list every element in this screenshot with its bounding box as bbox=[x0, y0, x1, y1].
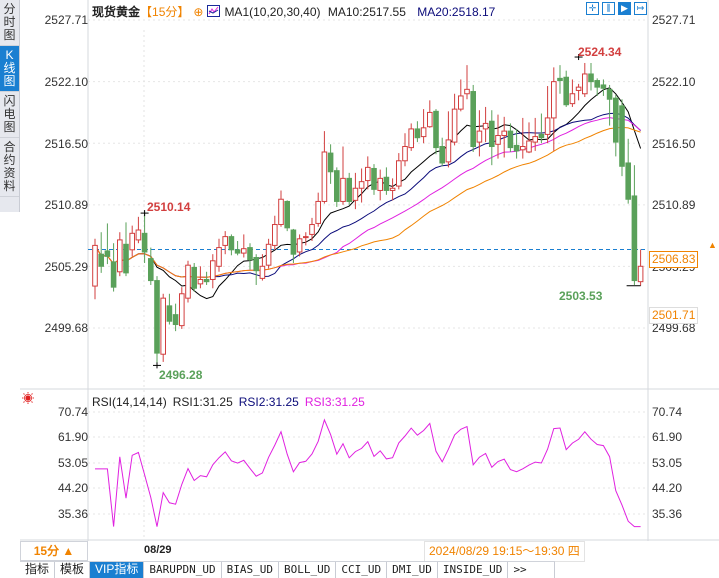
ma20-value: MA20:2518.17 bbox=[417, 5, 496, 19]
tab-contract-info[interactable]: 合约资料 bbox=[0, 138, 19, 197]
tab-barupdn[interactable]: BARUPDN_UD bbox=[144, 562, 222, 578]
price-tick: 2527.71 bbox=[44, 13, 88, 27]
ma10-value: MA10:2517.55 bbox=[327, 5, 406, 19]
rsi-tick: 35.36 bbox=[652, 507, 683, 521]
rsi-tick: 44.20 bbox=[652, 481, 683, 495]
price-tick: 2516.50 bbox=[44, 137, 88, 151]
low-label-left: 2496.28 bbox=[159, 368, 203, 382]
tab-flash[interactable]: 闪电图 bbox=[0, 92, 19, 138]
price-tick: 2505.29 bbox=[44, 260, 88, 274]
high-label-left: 2510.14 bbox=[147, 200, 191, 214]
ma-chart-icon[interactable] bbox=[207, 5, 221, 17]
rsi-tick: 61.90 bbox=[652, 430, 683, 444]
price-tick: 2516.50 bbox=[652, 137, 696, 151]
rsi-tick: 53.05 bbox=[652, 456, 683, 470]
chart-header: 现货黄金【15分】 ⊕ MA1(10,20,30,40) MA10:2517.55 … bbox=[92, 3, 499, 20]
indicator-tabs: 指标 模板 VIP指标 BARUPDN_UD BIAS_UD BOLL_UD C… bbox=[20, 561, 556, 578]
rsi-header: RSI(14,14,14) RSI1:31.25 RSI2:31.25 RSI3:31… bbox=[92, 395, 371, 409]
crosshair-icon[interactable]: ✛ bbox=[586, 2, 599, 15]
tab-cci[interactable]: CCI_UD bbox=[336, 562, 388, 578]
price-tick: 2522.10 bbox=[652, 75, 696, 89]
price-tick: 2522.10 bbox=[44, 75, 88, 89]
secondary-price-tag: 2501.71 bbox=[649, 307, 699, 324]
add-indicator-icon[interactable]: ⊕ bbox=[193, 5, 204, 19]
rsi-tick: 53.05 bbox=[57, 456, 88, 470]
rsi-tick: 70.74 bbox=[57, 405, 88, 419]
exit-icon[interactable]: ↦ bbox=[634, 2, 647, 15]
ma-params: MA1(10,20,30,40) bbox=[224, 5, 321, 19]
rsi-settings-icon[interactable] bbox=[22, 392, 34, 404]
price-tick: 2527.71 bbox=[652, 13, 696, 27]
tab-boll[interactable]: BOLL_UD bbox=[279, 562, 337, 578]
period-selector[interactable]: 15分 ▲ bbox=[20, 541, 88, 561]
tab-vip-indicators[interactable]: VIP指标 bbox=[90, 562, 145, 578]
price-alert-icon[interactable]: ▲ bbox=[708, 240, 717, 250]
rsi-tick: 61.90 bbox=[57, 430, 88, 444]
tab-indicators[interactable]: 指标 bbox=[20, 562, 56, 578]
rsi-tick: 44.20 bbox=[57, 481, 88, 495]
tab-dmi[interactable]: DMI_UD bbox=[387, 562, 438, 578]
more-tabs-button[interactable]: >> bbox=[508, 562, 556, 578]
price-tick: 2510.89 bbox=[652, 198, 696, 212]
tab-templates[interactable]: 模板 bbox=[55, 562, 91, 578]
rsi1-value: RSI1:31.25 bbox=[172, 395, 233, 409]
rsi3-value: RSI3:31.25 bbox=[304, 395, 365, 409]
period-label: 【15分】 bbox=[140, 5, 190, 19]
high-label-right: 2524.34 bbox=[578, 45, 622, 59]
tab-bias[interactable]: BIAS_UD bbox=[222, 562, 279, 578]
price-tick: 2499.68 bbox=[44, 321, 88, 335]
zoom-range-icon[interactable]: ⫼ bbox=[602, 2, 615, 15]
tab-timeshare[interactable]: 分时图 bbox=[0, 0, 19, 46]
price-tick: 2499.68 bbox=[652, 321, 696, 335]
play-icon[interactable]: ▶ bbox=[618, 2, 631, 15]
rsi-params: RSI(14,14,14) bbox=[92, 395, 167, 409]
view-tabs: 分时图 K线图 闪电图 合约资料 bbox=[0, 0, 20, 212]
low-label-right: 2503.53 bbox=[559, 289, 603, 303]
tab-kline[interactable]: K线图 bbox=[0, 46, 19, 92]
rsi2-value: RSI2:31.25 bbox=[238, 395, 299, 409]
tab-inside[interactable]: INSIDE_UD bbox=[438, 562, 509, 578]
date-label: 08/29 bbox=[144, 544, 172, 556]
chart-toolbar: ✛ ⫼ ▶ ↦ bbox=[586, 2, 647, 15]
rsi-tick: 70.74 bbox=[652, 405, 683, 419]
rsi-tick: 35.36 bbox=[57, 507, 88, 521]
instrument-name: 现货黄金 bbox=[92, 5, 141, 19]
price-tick: 2510.89 bbox=[44, 198, 88, 212]
cursor-time-range: 2024/08/29 19:15～19:30 四 bbox=[424, 541, 585, 562]
current-price-tag: 2506.83 bbox=[649, 251, 699, 268]
